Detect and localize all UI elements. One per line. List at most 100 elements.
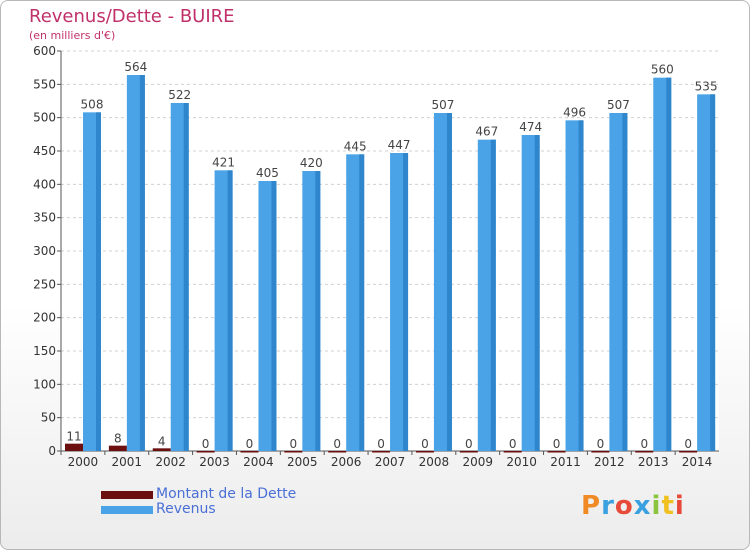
- legend-swatch-dette: [101, 491, 153, 499]
- x-tick-label: 2000: [68, 455, 99, 469]
- x-tick-label: 2005: [287, 455, 318, 469]
- bar-revenus-shade: [183, 103, 189, 451]
- bar-revenus-shade: [359, 154, 365, 452]
- x-tick-label: 2007: [375, 455, 406, 469]
- data-label-revenus: 467: [475, 125, 498, 139]
- x-tick-label: 2011: [550, 455, 581, 469]
- bar-revenus-shade: [622, 113, 628, 451]
- bar-revenus-shade: [227, 170, 233, 452]
- data-label-revenus: 507: [431, 98, 454, 112]
- x-tick-label: 2008: [419, 455, 450, 469]
- bar-dette: [503, 451, 522, 453]
- bar-dette: [65, 443, 83, 451]
- bar-revenus-shade: [578, 120, 584, 451]
- data-label-dette: 11: [66, 430, 81, 444]
- data-label-revenus: 522: [168, 88, 191, 102]
- y-tick-label: 300: [33, 244, 56, 258]
- logo-letter: t: [661, 491, 675, 521]
- chart-title: Revenus/Dette - BUIRE: [29, 6, 235, 27]
- data-label-dette: 0: [333, 437, 341, 451]
- data-label-dette: 8: [114, 432, 122, 446]
- x-tick-label: 2014: [682, 455, 713, 469]
- x-tick-label: 2012: [594, 455, 625, 469]
- y-tick-label: 0: [48, 444, 56, 458]
- bar-dette: [459, 451, 478, 453]
- bar-revenus-shade: [96, 112, 101, 451]
- bar-revenus-shade: [403, 153, 409, 451]
- data-label-dette: 0: [553, 437, 561, 451]
- data-label-dette: 0: [640, 437, 648, 451]
- data-label-revenus: 507: [607, 98, 630, 112]
- data-label-revenus: 535: [695, 79, 718, 93]
- x-tick-label: 2003: [199, 455, 230, 469]
- x-tick-label: 2009: [462, 455, 493, 469]
- bar-revenus-shade: [315, 171, 321, 451]
- bar-dette: [415, 451, 434, 453]
- bar-dette: [328, 451, 347, 453]
- x-tick-label: 2010: [506, 455, 537, 469]
- bar-dette: [240, 451, 259, 453]
- legend-label-revenus: Revenus: [156, 501, 216, 517]
- bar-revenus-shade: [534, 135, 540, 451]
- y-tick-label: 400: [33, 177, 56, 191]
- logo-letter: i: [674, 491, 685, 521]
- bar-dette: [372, 451, 391, 453]
- logo-letter: P: [581, 491, 602, 521]
- x-tick-label: 2004: [243, 455, 274, 469]
- bar-dette: [284, 451, 303, 453]
- data-label-dette: 0: [202, 437, 210, 451]
- bar-dette: [679, 451, 698, 453]
- y-tick-label: 250: [33, 277, 56, 291]
- data-label-revenus: 474: [519, 120, 542, 134]
- logo-letter: x: [633, 491, 652, 521]
- bar-dette: [635, 451, 654, 453]
- chart-subtitle: (en milliers d'€): [29, 29, 116, 42]
- data-label-dette: 0: [290, 437, 298, 451]
- legend-swatch-revenus: [101, 506, 153, 514]
- data-label-revenus: 560: [651, 63, 674, 77]
- y-tick-label: 550: [33, 77, 56, 91]
- x-tick-label: 2013: [638, 455, 669, 469]
- bar-dette: [547, 451, 566, 453]
- logo-letter: o: [614, 491, 634, 521]
- bar-revenus-shade: [139, 75, 145, 451]
- data-label-revenus: 447: [388, 138, 411, 152]
- x-tick-label: 2002: [155, 455, 186, 469]
- data-label-revenus: 508: [81, 97, 104, 111]
- bar-dette: [196, 451, 215, 453]
- y-tick-label: 200: [33, 311, 56, 325]
- bar-revenus-shade: [490, 139, 496, 451]
- data-label-revenus: 564: [124, 60, 147, 74]
- data-label-dette: 0: [465, 437, 473, 451]
- data-label-dette: 0: [246, 437, 254, 451]
- y-tick-label: 350: [33, 211, 56, 225]
- y-tick-label: 500: [33, 111, 56, 125]
- x-tick-label: 2006: [331, 455, 362, 469]
- data-label-revenus: 496: [563, 105, 586, 119]
- bar-dette: [152, 448, 171, 451]
- bar-revenus-shade: [710, 94, 716, 451]
- data-label-dette: 0: [421, 437, 429, 451]
- bar-revenus-shade: [271, 181, 277, 451]
- logo-letter: i: [651, 491, 662, 521]
- x-tick-label: 2001: [112, 455, 143, 469]
- data-label-revenus: 445: [344, 139, 367, 153]
- data-label-dette: 0: [509, 437, 517, 451]
- data-label-revenus: 421: [212, 155, 235, 169]
- y-tick-label: 450: [33, 144, 56, 158]
- bar-revenus-shade: [446, 113, 452, 451]
- logo-letter: r: [601, 491, 615, 521]
- data-label-dette: 4: [158, 434, 166, 448]
- y-tick-label: 600: [33, 44, 56, 58]
- y-tick-label: 100: [33, 377, 56, 391]
- data-label-revenus: 405: [256, 166, 279, 180]
- bar-revenus-shade: [666, 77, 672, 452]
- bar-dette: [108, 445, 127, 451]
- data-label-dette: 0: [684, 437, 692, 451]
- data-label-dette: 0: [377, 437, 385, 451]
- data-label-revenus: 420: [300, 156, 323, 170]
- legend-label-dette: Montant de la Dette: [156, 486, 297, 502]
- y-tick-label: 50: [41, 411, 56, 425]
